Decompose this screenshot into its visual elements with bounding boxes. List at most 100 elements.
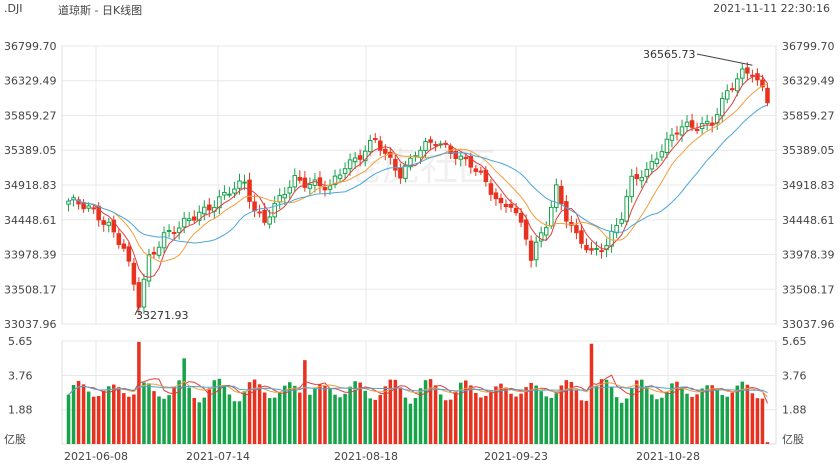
candle-body bbox=[745, 67, 750, 74]
candle-body bbox=[689, 120, 695, 128]
volume-bar bbox=[378, 395, 383, 444]
volume-bar bbox=[71, 385, 76, 444]
price-tick-right: 33978.39 bbox=[782, 249, 835, 262]
candle-body bbox=[393, 158, 398, 171]
volume-bar bbox=[735, 385, 740, 444]
candle-body bbox=[111, 219, 117, 233]
axis-labels: 36799.70 36799.70 36329.49 36329.49 35859.27… bbox=[4, 40, 835, 463]
volume-bar bbox=[448, 399, 453, 444]
candle-body bbox=[378, 140, 383, 151]
volume-bar bbox=[680, 386, 684, 444]
date-tick: 2021-08-18 bbox=[334, 450, 398, 463]
volume-bar bbox=[353, 381, 357, 444]
volume-bar bbox=[267, 398, 272, 444]
volume-bar bbox=[469, 385, 473, 444]
volume-bar bbox=[544, 396, 548, 444]
candle-body bbox=[372, 138, 378, 141]
volume-bar bbox=[745, 384, 750, 444]
candle-body bbox=[418, 149, 423, 158]
date-tick: 2021-10-28 bbox=[636, 450, 700, 463]
candle-body bbox=[765, 87, 770, 104]
volume-bar bbox=[257, 384, 262, 444]
volume-tick-left: 3.76 bbox=[8, 369, 33, 382]
candle-body bbox=[664, 138, 670, 153]
candle-body bbox=[327, 185, 333, 190]
candle-body bbox=[272, 202, 277, 218]
volume-bar bbox=[725, 396, 730, 444]
candle-body bbox=[493, 192, 499, 200]
volume-bar bbox=[157, 396, 161, 444]
volume-bar bbox=[308, 394, 312, 444]
ma-long-line bbox=[68, 104, 768, 244]
candle-body bbox=[453, 150, 458, 159]
volume-bar bbox=[740, 381, 745, 444]
candle-body bbox=[161, 232, 167, 249]
volume-bars bbox=[66, 341, 770, 444]
volume-bar bbox=[564, 380, 569, 444]
price-tick-right: 35389.05 bbox=[782, 144, 835, 157]
volume-bar bbox=[765, 442, 770, 444]
candle-body bbox=[669, 134, 675, 141]
candle-body bbox=[428, 139, 433, 143]
volume-bar bbox=[318, 384, 322, 444]
grid bbox=[61, 45, 777, 445]
volume-bar bbox=[584, 400, 589, 444]
candle-body bbox=[468, 155, 474, 168]
volume-bar bbox=[393, 379, 398, 444]
candle-body bbox=[760, 79, 765, 88]
price-tick-left: 35859.27 bbox=[4, 109, 57, 122]
volume-bar bbox=[418, 388, 423, 444]
volume-bar bbox=[690, 396, 694, 444]
candle-body bbox=[257, 211, 262, 214]
candle-body bbox=[503, 203, 509, 208]
volume-averages bbox=[68, 374, 768, 404]
candle-body bbox=[277, 195, 282, 203]
candle-body bbox=[242, 181, 247, 184]
candle-body bbox=[694, 128, 700, 131]
volume-bar bbox=[298, 392, 302, 444]
candle-body bbox=[317, 177, 323, 187]
volume-bar bbox=[629, 388, 634, 444]
volume-bar bbox=[81, 384, 86, 444]
candle-body bbox=[463, 156, 469, 160]
price-tick-right: 33508.17 bbox=[782, 283, 835, 296]
candle-body bbox=[287, 186, 293, 194]
volume-bar bbox=[408, 403, 413, 444]
volume-bar bbox=[438, 394, 443, 444]
high-annotation-line bbox=[696, 53, 753, 66]
volume-bar bbox=[423, 380, 428, 444]
candle-body bbox=[307, 183, 313, 189]
candle-body bbox=[383, 148, 388, 154]
candle-body bbox=[262, 209, 267, 223]
volume-bar bbox=[207, 388, 212, 444]
volume-ma-short-line bbox=[68, 374, 768, 404]
volume-bar bbox=[252, 379, 257, 444]
volume-bar bbox=[554, 393, 559, 444]
volume-bar bbox=[569, 381, 574, 444]
volume-bar bbox=[670, 383, 674, 444]
candle-body bbox=[594, 247, 599, 250]
candles bbox=[66, 62, 770, 315]
volume-bar bbox=[609, 387, 614, 444]
candle-body bbox=[332, 175, 338, 186]
candle-body bbox=[755, 73, 760, 81]
candle-body bbox=[267, 216, 272, 225]
timestamp: 2021-11-11 22:30:16 bbox=[713, 2, 830, 15]
volume-bar bbox=[634, 380, 639, 444]
price-tick-left: 33508.17 bbox=[4, 283, 57, 296]
date-tick: 2021-09-23 bbox=[484, 450, 548, 463]
volume-bar bbox=[539, 391, 543, 444]
volume-bar bbox=[398, 387, 403, 444]
volume-bar bbox=[760, 398, 765, 444]
volume-bar bbox=[127, 396, 131, 444]
volume-bar bbox=[117, 387, 121, 444]
volume-bar bbox=[650, 394, 654, 444]
volume-bar bbox=[91, 396, 96, 444]
candle-body bbox=[126, 246, 132, 262]
candle-body bbox=[548, 206, 554, 227]
ma-mid-line bbox=[68, 83, 768, 262]
volume-bar bbox=[293, 385, 297, 444]
volume-bar bbox=[489, 390, 493, 444]
candle-body bbox=[473, 168, 479, 172]
